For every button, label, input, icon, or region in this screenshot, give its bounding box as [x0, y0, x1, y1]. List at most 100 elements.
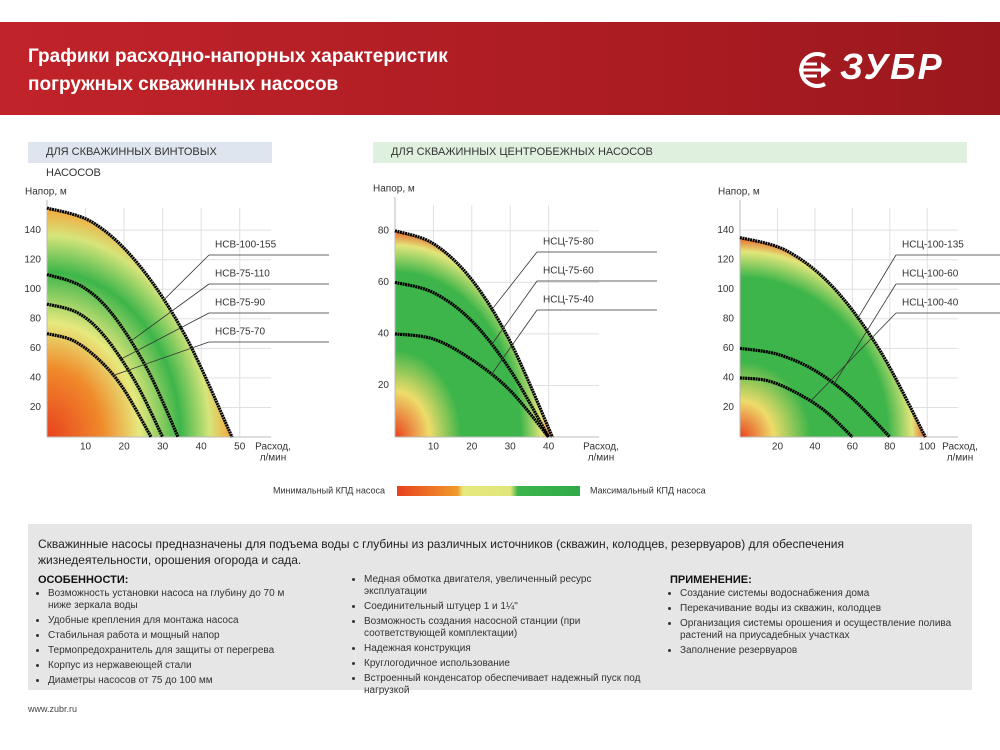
intro-text: Скважинные насосы предназначены для подъ… [38, 537, 845, 567]
info-box: Скважинные насосы предназначены для подъ… [28, 524, 972, 696]
features-title: ОСОБЕННОСТИ: [38, 574, 129, 586]
x-tick-label: 30 [157, 442, 169, 453]
y-tick-label: 80 [723, 313, 735, 324]
x-tick-label: 40 [809, 442, 821, 453]
list-item: Встроенный конденсатор обеспечивает наде… [364, 673, 644, 697]
section-label: ДЛЯ СКВАЖИННЫХ ВИНТОВЫХ НАСОСОВ [28, 142, 272, 179]
leader [120, 312, 210, 360]
y-tick-label: 140 [24, 225, 41, 236]
x-axis-label: л/мин [588, 453, 615, 464]
legend-min: Минимальный КПД насоса [273, 485, 385, 495]
leader [490, 251, 538, 311]
y-axis-label: Напор, м [718, 187, 760, 198]
y-tick-label: 80 [30, 313, 42, 324]
y-tick-label: 120 [717, 254, 734, 265]
y-tick-label: 40 [378, 329, 390, 340]
x-axis-label: л/мин [260, 453, 287, 464]
pump-curve [46, 206, 234, 438]
y-tick-label: 20 [378, 380, 390, 391]
y-tick-label: 120 [24, 254, 41, 265]
curve-label: НСЦ-100-60 [902, 269, 959, 280]
list-item: Надежная конструкция [364, 643, 644, 655]
pump-curve [394, 332, 550, 439]
x-axis-label: Расход, [942, 442, 978, 453]
leader [129, 283, 210, 343]
extras-list: Медная обмотка двигателя, увеличенный ре… [354, 574, 644, 697]
x-axis-label: л/мин [947, 453, 974, 464]
x-tick-label: 20 [466, 442, 478, 453]
pump-curve [394, 280, 550, 438]
curve-label: НСВ-75-70 [215, 327, 265, 338]
y-axis-label: Напор, м [25, 187, 67, 198]
pump-curve [46, 302, 165, 438]
x-tick-label: 20 [772, 442, 784, 453]
leader [490, 280, 538, 346]
x-tick-label: 50 [234, 442, 246, 453]
x-tick-label: 60 [847, 442, 859, 453]
x-tick-label: 10 [80, 442, 92, 453]
list-item: Диаметры насосов от 75 до 100 мм [48, 675, 298, 687]
list-item: Заполнение резервуаров [680, 645, 970, 657]
leader [112, 341, 210, 377]
curve-label: НСВ-75-90 [215, 298, 265, 309]
leader [833, 283, 897, 385]
logo-icon [799, 52, 831, 88]
pump-curve [394, 229, 554, 438]
curve-label: НСЦ-75-60 [543, 266, 594, 277]
curve-label: НСЦ-75-40 [543, 295, 594, 306]
curve-label: НСЦ-100-40 [902, 298, 959, 309]
leader [490, 309, 538, 376]
list-item: Перекачивание воды из скважин, колодцев [680, 603, 970, 615]
y-tick-label: 40 [30, 373, 42, 384]
x-tick-label: 100 [919, 442, 936, 453]
application-list: Создание системы водоснабжения дома Перек… [670, 588, 970, 657]
charts: Минимальный КПД насоса Максимальный КПД … [24, 184, 1000, 496]
y-tick-label: 100 [717, 284, 734, 295]
list-item: Возможность создания насосной станции (п… [364, 616, 644, 640]
application: ПРИМЕНЕНИЕ: Создание системы водоснабжен… [670, 574, 970, 660]
y-tick-label: 80 [378, 225, 390, 236]
title: погружных скважинных насосов [28, 74, 339, 95]
y-tick-label: 140 [717, 225, 734, 236]
legend-max: Максимальный КПД насоса [590, 485, 706, 495]
list-item: Медная обмотка двигателя, увеличенный ре… [364, 574, 644, 598]
y-axis-label: Напор, м [373, 184, 415, 195]
pump-curve [46, 272, 180, 438]
list-item: Корпус из нержавеющей стали [48, 660, 298, 672]
y-tick-label: 40 [723, 373, 735, 384]
list-item: Круглогодичное использование [364, 658, 644, 670]
pump-curve [46, 332, 153, 438]
y-tick-label: 100 [24, 284, 41, 295]
y-tick-label: 60 [30, 343, 42, 354]
list-item: Организация системы орошения и осуществл… [680, 618, 970, 642]
list-item: Возможность установки насоса на глубину … [48, 588, 298, 612]
pump-curve [739, 235, 927, 438]
y-tick-label: 60 [378, 277, 390, 288]
title: Графики расходно-напорных характеристик [28, 46, 448, 67]
section-label: ДЛЯ СКВАЖИННЫХ ЦЕНТРОБЕЖНЫХ НАСОСОВ [373, 142, 967, 163]
leader [856, 254, 897, 320]
features: ОСОБЕННОСТИ: Возможность установки насос… [38, 574, 298, 690]
leader [162, 254, 210, 302]
x-tick-label: 10 [428, 442, 440, 453]
y-tick-label: 60 [723, 343, 735, 354]
curve-label: НСЦ-75-80 [543, 237, 594, 248]
efficiency-area [740, 237, 926, 437]
list-item: Термопредохранитель для защиты от перегр… [48, 645, 298, 657]
y-tick-label: 20 [723, 402, 735, 413]
x-tick-label: 20 [119, 442, 131, 453]
x-tick-label: 80 [884, 442, 896, 453]
x-tick-label: 40 [196, 442, 208, 453]
curve-label: НСВ-75-110 [215, 269, 270, 280]
kpd-scale [397, 486, 580, 496]
x-tick-label: 40 [543, 442, 555, 453]
footer: www.zubr.ru [28, 704, 78, 714]
curve-label: НСЦ-100-135 [902, 240, 964, 251]
x-axis-label: Расход, [255, 442, 291, 453]
application-title: ПРИМЕНЕНИЕ: [670, 574, 752, 586]
pump-curve [739, 376, 854, 439]
logo: ЗУБР [840, 46, 944, 87]
list-item: Соединительный штуцер 1 и 1¼" [364, 601, 644, 613]
extras: Медная обмотка двигателя, увеличенный ре… [354, 574, 644, 700]
